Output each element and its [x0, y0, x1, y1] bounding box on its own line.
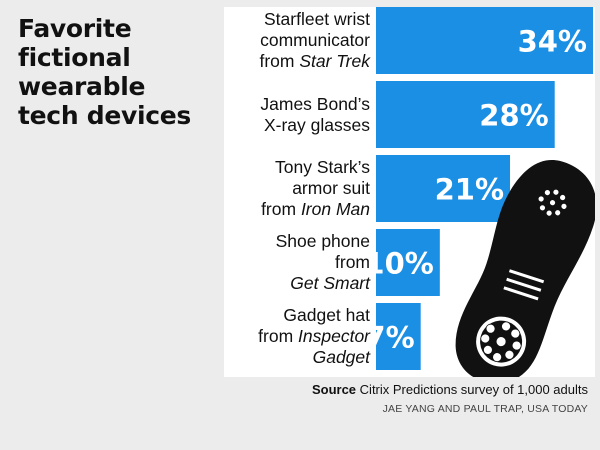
category-label-3: Tony Stark’s armor suit from Iron Man	[261, 157, 370, 219]
bar-4	[376, 229, 440, 296]
category-label-4: Shoe phone from Get Smart	[275, 231, 370, 293]
bar-5	[376, 303, 421, 370]
source-note: Source Citrix Predictions survey of 1,00…	[312, 382, 588, 397]
value-label-4: 10%	[364, 247, 433, 281]
value-label-1: 34%	[518, 25, 587, 59]
source-text: Citrix Predictions survey of 1,000 adult…	[359, 382, 588, 397]
value-label-3: 21%	[435, 173, 504, 207]
bars-group: 34% 28% 21% 10% 7%	[364, 7, 593, 370]
value-label-2: 28%	[479, 99, 548, 133]
chart-title: Favorite fictional wearable tech devices	[18, 14, 191, 130]
shoe-phone-icon	[455, 160, 595, 377]
bar-2	[376, 81, 555, 148]
category-label-1: Starfleet wrist communicator from Star Tre…	[259, 9, 370, 71]
source-label: Source	[311, 382, 357, 397]
bar-3	[376, 155, 511, 222]
chart-svg: 34% 28% 21% 10% 7%	[364, 7, 595, 377]
category-label-2: James Bond’s X-ray glasses	[260, 93, 370, 135]
bar-1	[376, 7, 593, 74]
value-label-5: 7%	[365, 321, 414, 355]
category-label-5: Gadget hat from Inspector Gadget	[258, 305, 370, 367]
credit-line: JAE YANG AND PAUL TRAP, USA TODAY	[382, 403, 588, 415]
chart-panel: Starfleet wrist communicator from Star Tre…	[224, 7, 595, 377]
